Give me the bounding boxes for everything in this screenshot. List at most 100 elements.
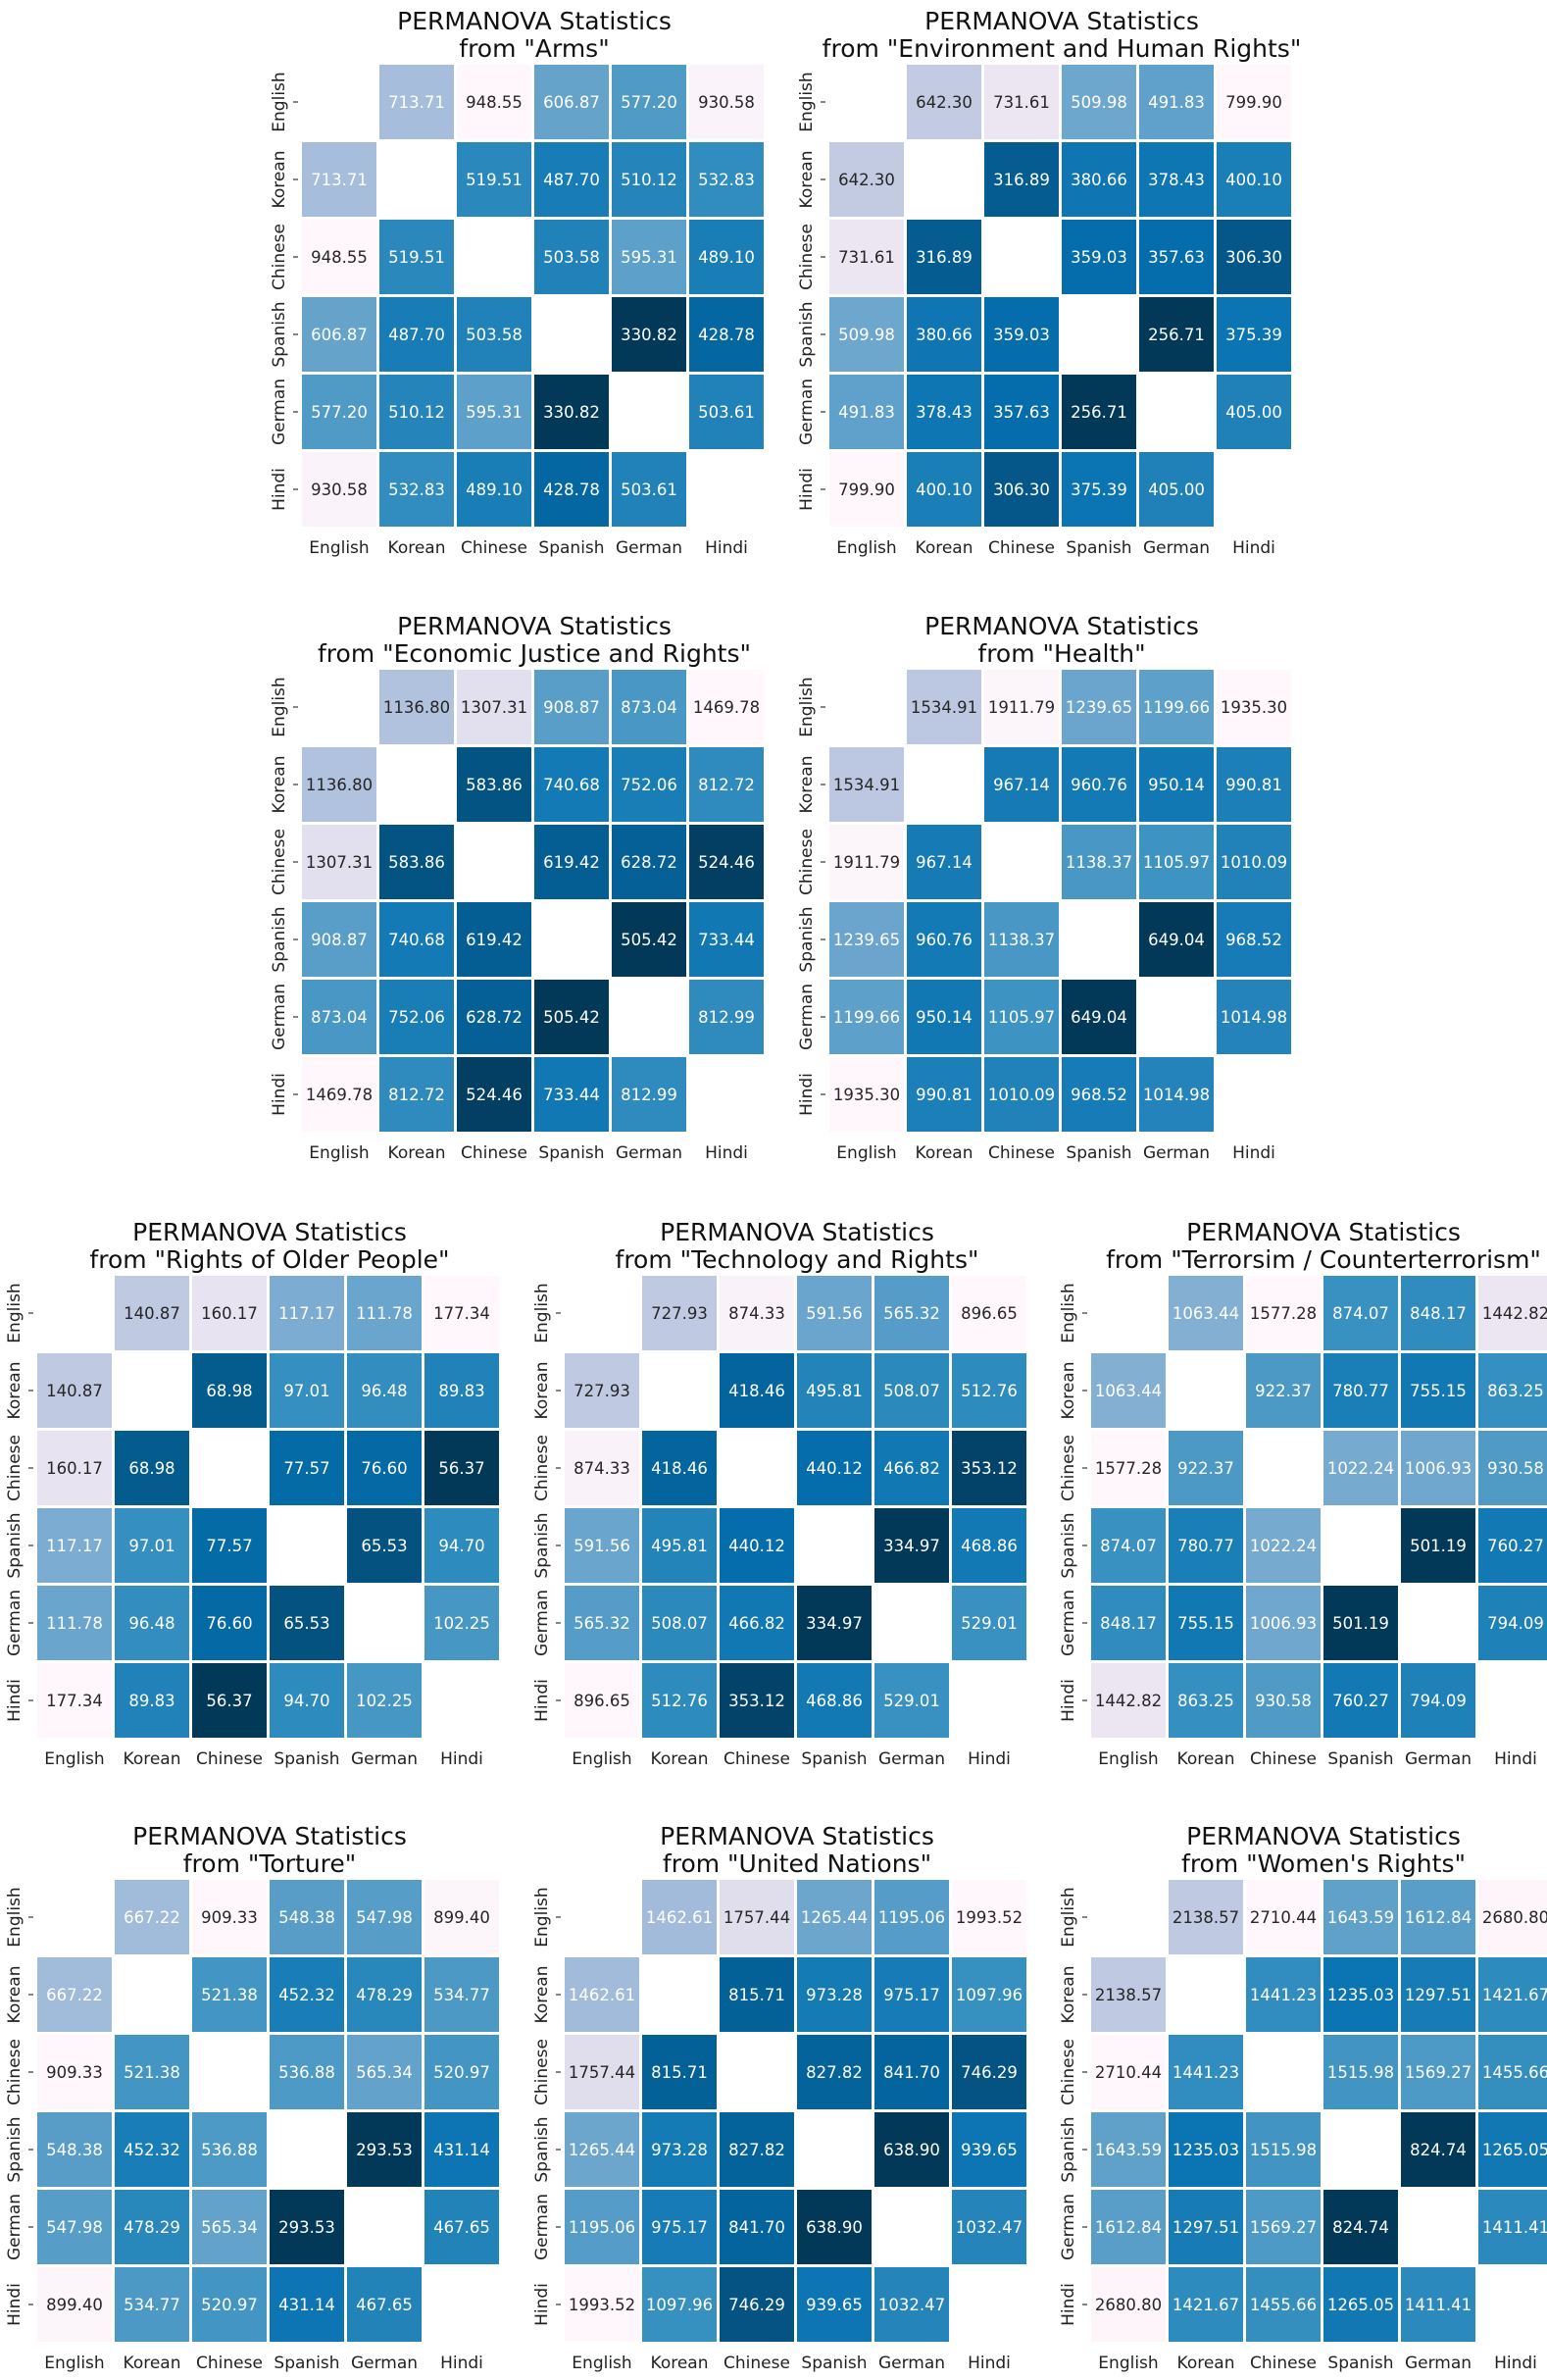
heatmap-cell: [270, 2190, 344, 2264]
x-tick-label: English: [572, 1749, 631, 1769]
heatmap-cell-value: 755.15: [1177, 1614, 1234, 1633]
y-tick-label: Hindi: [1059, 1679, 1078, 1722]
heatmap-cell: [952, 1431, 1026, 1505]
heatmap-cell: [984, 452, 1059, 527]
heatmap-cell: [689, 902, 764, 977]
y-tick-label: Hindi: [5, 2283, 25, 2326]
heatmap-cell: [192, 1508, 267, 1583]
heatmap-cell-value: 908.87: [311, 931, 368, 949]
heatmap-cell: [874, 1276, 949, 1350]
y-tick-label: Korean: [532, 1362, 552, 1420]
heatmap-cell-value: 1195.06: [878, 1908, 945, 1927]
x-tick-label: Chinese: [724, 1749, 790, 1769]
heatmap-cell: [829, 1057, 904, 1132]
x-tick-label: English: [1098, 2354, 1158, 2373]
heatmap-cell-value: 1199.66: [1143, 698, 1210, 717]
heatmap-cell: [829, 980, 904, 1054]
heatmap-cell: [192, 2267, 267, 2342]
heatmap-cell-value: 1235.03: [1173, 2141, 1239, 2159]
heatmap-cell-value: 466.82: [728, 1614, 785, 1633]
heatmap-cell-value: 874.07: [1332, 1304, 1389, 1323]
heatmap-cell-value: 359.03: [1071, 248, 1127, 267]
heatmap-cell-value: 1006.93: [1405, 1459, 1472, 1478]
y-tick-label: Korean: [270, 756, 289, 814]
heatmap-cell-value: 628.72: [466, 1008, 523, 1027]
heatmap-cell-value: 1097.96: [646, 2296, 713, 2314]
y-tick-label: Spanish: [532, 2116, 552, 2182]
heatmap-cell-value: 77.57: [283, 1459, 329, 1478]
heatmap-cell: [457, 1057, 531, 1132]
heatmap-cell-value: 1014.98: [1221, 1008, 1287, 1027]
y-tick-label: Chinese: [532, 2039, 552, 2105]
heatmap-cell-value: 508.07: [883, 1382, 940, 1400]
heatmap-cell: [1062, 825, 1136, 899]
heatmap-cell-value: 896.65: [961, 1304, 1018, 1323]
heatmap-cell-value: 899.40: [433, 1908, 490, 1927]
heatmap-cell-empty: [1478, 1663, 1547, 1738]
heatmap-cell-value: 1534.91: [911, 698, 977, 717]
heatmap-cell: [1139, 452, 1214, 527]
heatmap-cell: [347, 1663, 422, 1738]
heatmap-cell: [1246, 1957, 1321, 2032]
heatmap-cell: [642, 1508, 717, 1583]
chart-title: PERMANOVA Statistics: [924, 7, 1199, 35]
heatmap-cell: [1091, 2112, 1166, 2187]
heatmap-cell-value: 503.61: [621, 481, 677, 499]
heatmap-cell: [534, 980, 609, 1054]
heatmap-cell: [612, 1057, 686, 1132]
y-tick-label: Spanish: [1059, 1512, 1078, 1578]
heatmap-cell-value: 794.09: [1410, 1692, 1467, 1710]
x-tick-label: Spanish: [1327, 2354, 1393, 2373]
heatmap-cell: [1062, 980, 1136, 1054]
heatmap-cell: [1217, 375, 1291, 449]
heatmap-cell: [1169, 1586, 1243, 1660]
heatmap-cell-value: 532.83: [388, 481, 445, 499]
heatmap-cell: [1246, 2267, 1321, 2342]
heatmap-cell: [565, 1586, 639, 1660]
heatmap-cell-empty: [797, 2112, 872, 2187]
heatmap-cell-empty: [1401, 2190, 1475, 2264]
heatmap-cell-value: 529.01: [883, 1692, 940, 1710]
heatmap-cell-value: 1577.28: [1095, 1459, 1162, 1478]
heatmap-cell: [1478, 1880, 1547, 1954]
heatmap-cell-value: 1469.78: [693, 698, 760, 717]
heatmap-cell: [1139, 902, 1214, 977]
heatmap-cell-value: 930.58: [698, 93, 755, 112]
y-tick-label: German: [532, 2194, 552, 2260]
heatmap-cell-value: 1136.80: [383, 698, 450, 717]
heatmap-cell-empty: [1323, 1508, 1398, 1583]
heatmap-cell-value: 495.81: [806, 1382, 863, 1400]
heatmap-cell-value: 1297.51: [1405, 1986, 1472, 2004]
chart-subtitle: from "Health": [977, 639, 1145, 668]
heatmap-cell-empty: [115, 1957, 189, 2032]
x-tick-label: German: [351, 1749, 418, 1769]
heatmap-cell: [642, 1431, 717, 1505]
heatmap-cell: [689, 825, 764, 899]
heatmap-cell-value: 874.33: [728, 1304, 785, 1323]
heatmap-cell-value: 863.25: [1177, 1692, 1234, 1710]
heatmap-cell-empty: [270, 1508, 344, 1583]
heatmap-cell: [829, 902, 904, 977]
x-tick-label: Hindi: [1232, 538, 1275, 558]
y-tick-label: English: [270, 677, 289, 736]
heatmap-cell: [115, 1880, 189, 1954]
heatmap-cell-value: 1569.27: [1405, 2063, 1472, 2082]
heatmap-cell: [270, 2035, 344, 2109]
x-tick-label: Korean: [124, 2354, 181, 2373]
x-tick-label: Spanish: [538, 538, 604, 558]
x-tick-label: German: [1143, 538, 1210, 558]
heatmap-cell: [565, 2190, 639, 2264]
heatmap-cell-value: 812.99: [621, 1086, 677, 1104]
heatmap-cell: [612, 902, 686, 977]
heatmap-cell-value: 536.88: [278, 2063, 335, 2082]
x-tick-label: German: [616, 1143, 682, 1163]
heatmap-cell-value: 102.25: [356, 1692, 413, 1710]
y-tick-label: German: [5, 2194, 25, 2260]
x-tick-label: Korean: [916, 1143, 973, 1163]
heatmap-cell-value: 440.12: [728, 1537, 785, 1555]
heatmap-cell-value: 89.83: [438, 1382, 484, 1400]
heatmap-cell-value: 733.44: [543, 1086, 600, 1104]
